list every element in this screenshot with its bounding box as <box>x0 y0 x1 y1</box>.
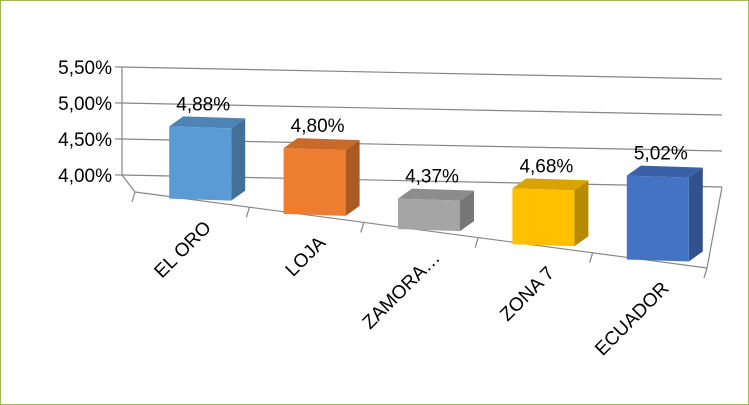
bar-side <box>574 180 589 247</box>
category-label: EL ORO <box>151 217 216 282</box>
x-tick-mark <box>703 267 708 279</box>
gridline <box>121 66 723 80</box>
x-tick-mark <box>245 207 250 218</box>
data-label: 4,68% <box>519 156 573 177</box>
bar-side <box>688 167 703 262</box>
bar-top <box>626 165 703 178</box>
bar <box>398 188 474 232</box>
y-tick-label: 5,00% <box>58 94 112 115</box>
bar-top <box>398 188 474 201</box>
floor-left-edge <box>121 174 136 193</box>
bar-side <box>231 118 246 201</box>
bar-front <box>283 148 346 216</box>
bar <box>512 178 589 247</box>
y-tick-label: 4,50% <box>58 130 112 151</box>
bar-side <box>460 190 474 232</box>
y-tick-label: 5,50% <box>58 58 112 79</box>
bar-front <box>626 175 689 262</box>
bar-top <box>512 178 589 191</box>
y-tick-label: 4,00% <box>58 166 112 187</box>
axes <box>115 66 723 279</box>
x-tick-mark <box>131 191 136 203</box>
bar <box>169 116 246 201</box>
x-tick-mark <box>474 237 479 248</box>
category-label: LOJA <box>282 232 331 281</box>
x-tick-mark <box>589 252 594 263</box>
data-label: 4,88% <box>176 94 230 115</box>
bar-top <box>283 138 360 151</box>
x-tick-mark <box>360 222 365 233</box>
gridline <box>121 102 723 116</box>
category-label: ECUADOR <box>591 278 673 360</box>
category-label: ZONA 7 <box>496 263 559 326</box>
bar-side <box>345 140 360 216</box>
floor-front-edge <box>134 191 708 269</box>
bar <box>626 165 703 262</box>
data-label: 4,80% <box>291 116 345 137</box>
floor-right-edge <box>706 186 723 269</box>
bar-front <box>169 126 232 201</box>
data-label: 4,37% <box>405 167 459 188</box>
bars <box>169 116 703 262</box>
bar <box>283 138 360 216</box>
data-label: 5,02% <box>634 144 688 165</box>
category-label: ZAMORA… <box>359 248 445 334</box>
bar-top <box>169 116 246 129</box>
bar-front <box>512 188 575 247</box>
bar-front <box>398 198 460 232</box>
